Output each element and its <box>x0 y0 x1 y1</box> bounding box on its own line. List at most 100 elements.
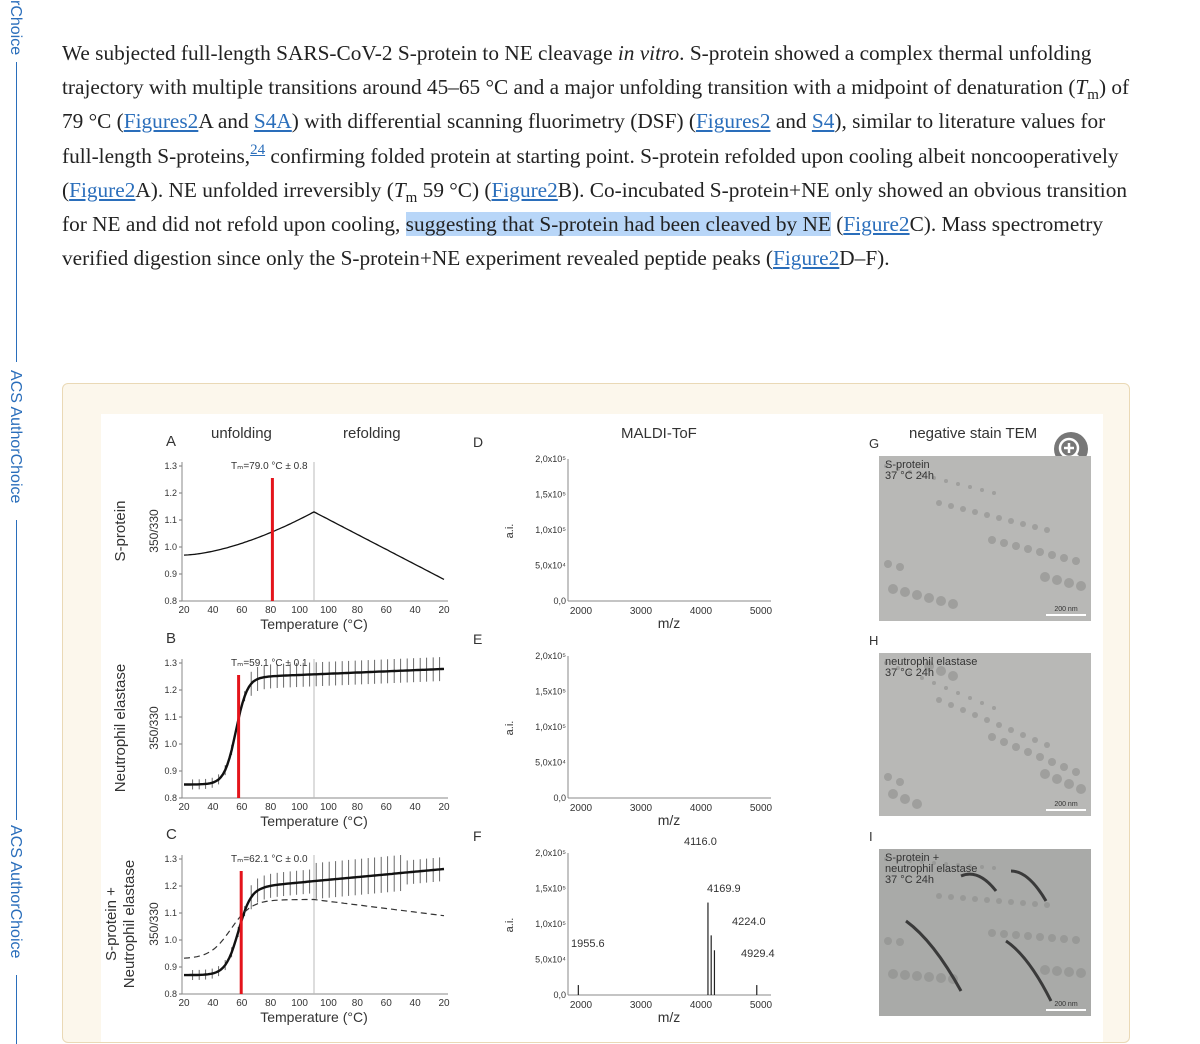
micrograph <box>879 653 1091 816</box>
link[interactable]: S4A <box>253 109 292 134</box>
particle <box>948 702 954 708</box>
particle <box>944 479 948 483</box>
particle <box>936 697 942 703</box>
particle <box>908 470 912 474</box>
axis-label: 350/330 <box>147 902 161 946</box>
particle <box>948 894 954 900</box>
link[interactable]: Figure2 <box>773 246 840 271</box>
text: We subjected full-length SARS-CoV-2 S-pr… <box>62 41 618 65</box>
peak-label: 4929.4 <box>741 948 775 960</box>
particle <box>1076 581 1086 591</box>
row-label: Neutrophil elastase <box>121 860 138 988</box>
reference[interactable]: 24 <box>250 141 266 158</box>
particle <box>996 722 1002 728</box>
particle <box>1060 935 1068 943</box>
x-tick-label: 3000 <box>630 1000 653 1011</box>
y-tick-label: 0,0 <box>553 793 566 803</box>
panel-letter: H <box>869 633 878 648</box>
y-tick-label: 0.9 <box>164 766 177 776</box>
x-tick-label: 20 <box>178 802 190 813</box>
highlight: suggesting that S-protein had been cleav… <box>405 212 831 237</box>
particle <box>1020 732 1026 738</box>
sidebar-line <box>16 520 17 820</box>
caption: 37 °C 24h <box>885 470 934 482</box>
text: B). Co-incubated S-protein+NE only showe… <box>62 177 1127 237</box>
link[interactable]: Figures2 <box>695 109 771 134</box>
particle <box>1044 527 1050 533</box>
axis-label: 350/330 <box>147 509 161 553</box>
x-tick-label: 20 <box>178 998 190 1009</box>
y-tick-label: 5,0x10⁴ <box>535 758 566 768</box>
axis-label: a.i. <box>504 918 516 933</box>
panel-letter: F <box>473 828 482 844</box>
text: C). Mass spectrometry verified digestion… <box>62 212 1103 271</box>
y-tick-label: 1.0 <box>164 739 177 749</box>
particle <box>896 938 904 946</box>
fibril <box>1005 939 1053 1002</box>
link[interactable]: Figures2 <box>123 109 199 134</box>
y-tick-label: 0.8 <box>164 793 177 803</box>
particle <box>888 789 898 799</box>
link[interactable]: Figure2 <box>491 177 558 202</box>
x-tick-label: 80 <box>265 802 277 813</box>
x-tick-label: 40 <box>410 998 422 1009</box>
panel-title: refolding <box>343 425 401 442</box>
particle <box>984 717 990 723</box>
particle <box>896 778 904 786</box>
axis-label: m/z <box>658 812 681 828</box>
x-tick-label: 2000 <box>570 1000 593 1011</box>
particle <box>1064 779 1074 789</box>
text: ) with differential scanning fluorimetry… <box>291 109 696 134</box>
particle <box>1012 743 1020 751</box>
particle <box>988 536 996 544</box>
text: ), similar to literature values for full… <box>62 109 1106 168</box>
particle <box>936 893 942 899</box>
particle <box>960 895 966 901</box>
panel-letter: D <box>473 434 483 450</box>
x-tick-label: 5000 <box>750 1000 773 1011</box>
particle <box>912 971 922 981</box>
x-tick-label: 80 <box>352 802 364 813</box>
particle <box>1072 936 1080 944</box>
particle <box>992 706 996 710</box>
particle <box>1040 965 1050 975</box>
particle <box>1040 572 1050 582</box>
sidebar-label[interactable]: rChoice <box>7 0 24 56</box>
particle <box>972 509 978 515</box>
sidebar-label[interactable]: ACS AuthorChoice <box>7 825 24 959</box>
x-tick-label: 80 <box>265 998 277 1009</box>
curve <box>183 511 445 580</box>
x-tick-label: 4000 <box>690 606 713 617</box>
x-tick-label: 100 <box>291 802 308 813</box>
caption: 37 °C 24h <box>885 667 934 679</box>
y-tick-label: 2,0x10⁵ <box>535 651 566 661</box>
particle <box>908 859 912 863</box>
subscript: m <box>1087 87 1099 104</box>
dashed-curve <box>183 898 445 959</box>
link[interactable]: S4 <box>811 109 835 134</box>
particle <box>972 896 978 902</box>
particle <box>1064 578 1074 588</box>
link[interactable]: Figure2 <box>843 212 910 237</box>
italic: T <box>1075 75 1088 100</box>
figure-box[interactable]: unfolding refolding A S-protein 350/330 Tₘ=79… <box>62 383 1130 1043</box>
particle <box>1060 554 1068 562</box>
x-tick-label: 5000 <box>750 606 773 617</box>
y-tick-label: 1.1 <box>164 712 177 722</box>
micrograph <box>879 849 1091 1016</box>
particle <box>920 860 924 864</box>
y-tick-label: 1.3 <box>164 854 177 864</box>
particle <box>1020 521 1026 527</box>
particle <box>1012 542 1020 550</box>
annotation: Tₘ=59.1 °C ± 0.1 <box>231 658 308 669</box>
particle <box>1020 900 1026 906</box>
particle <box>884 857 888 861</box>
particle <box>968 696 972 700</box>
x-tick-label: 100 <box>291 605 308 616</box>
particle <box>988 929 996 937</box>
particle <box>944 862 948 866</box>
particle <box>984 512 990 518</box>
sidebar-label[interactable]: ACS AuthorChoice <box>7 370 24 504</box>
x-tick-label: 20 <box>438 605 450 616</box>
link[interactable]: Figure2 <box>69 177 136 202</box>
